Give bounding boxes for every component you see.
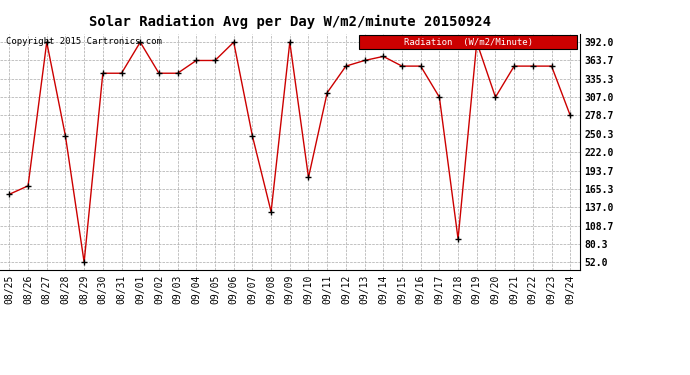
FancyBboxPatch shape (359, 35, 577, 49)
Text: Solar Radiation Avg per Day W/m2/minute 20150924: Solar Radiation Avg per Day W/m2/minute … (89, 15, 491, 29)
Text: Copyright 2015 Cartronics.com: Copyright 2015 Cartronics.com (6, 37, 161, 46)
Text: Radiation  (W/m2/Minute): Radiation (W/m2/Minute) (404, 38, 533, 46)
